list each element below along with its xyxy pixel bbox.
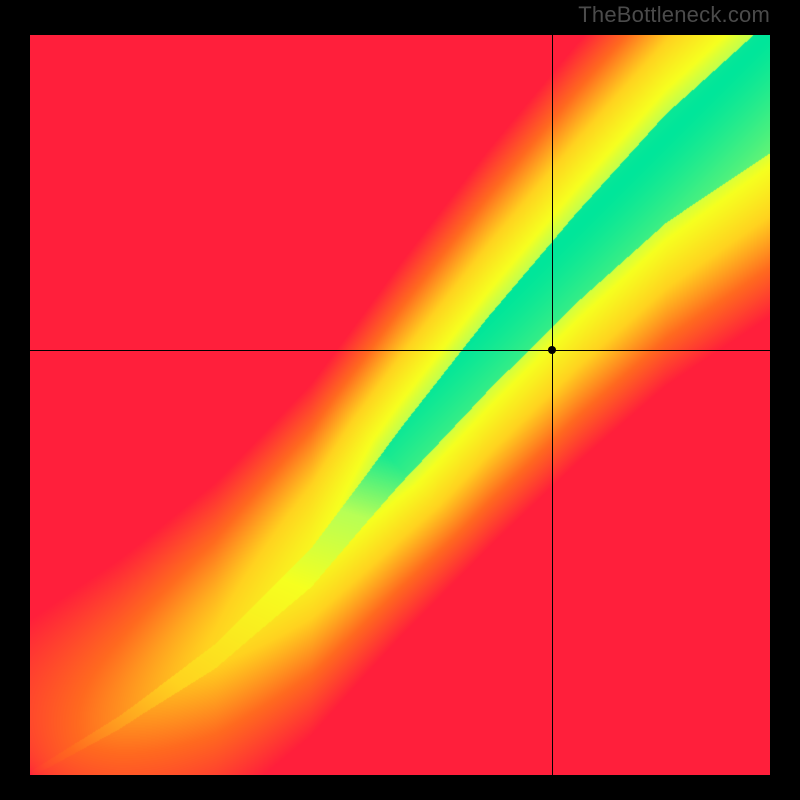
- crosshair-horizontal: [30, 350, 770, 351]
- plot-frame: [30, 35, 770, 775]
- heatmap-canvas: [30, 35, 770, 775]
- chart-container: TheBottleneck.com: [0, 0, 800, 800]
- crosshair-vertical: [552, 35, 553, 775]
- crosshair-dot: [548, 346, 556, 354]
- watermark-text: TheBottleneck.com: [578, 2, 770, 28]
